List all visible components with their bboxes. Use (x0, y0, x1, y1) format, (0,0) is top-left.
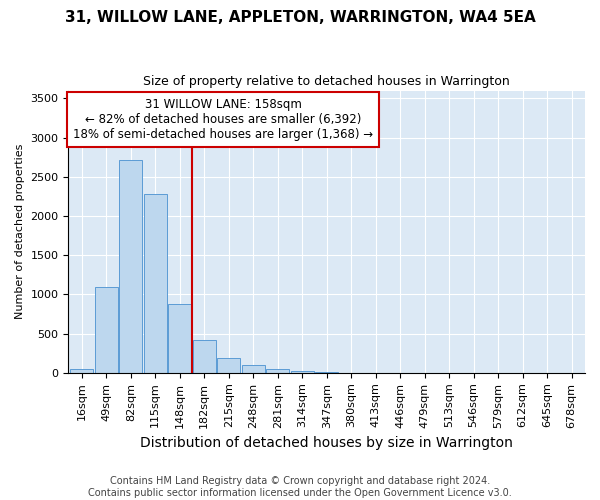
Bar (217, 358, 241, 373)
Title: Size of property relative to detached houses in Warrington: Size of property relative to detached ho… (143, 75, 510, 88)
Bar (290, 371, 314, 373)
Bar (70, 369, 94, 373)
Y-axis label: Number of detached properties: Number of detached properties (15, 144, 25, 320)
Bar (242, 366, 265, 373)
Bar (95, 286, 118, 373)
Bar (119, 160, 142, 373)
Text: 31 WILLOW LANE: 158sqm
← 82% of detached houses are smaller (6,392)
18% of semi-: 31 WILLOW LANE: 158sqm ← 82% of detached… (73, 98, 373, 140)
Text: 31, WILLOW LANE, APPLETON, WARRINGTON, WA4 5EA: 31, WILLOW LANE, APPLETON, WARRINGTON, W… (65, 10, 535, 25)
Bar (266, 369, 289, 373)
Bar (193, 340, 216, 373)
Text: Contains HM Land Registry data © Crown copyright and database right 2024.
Contai: Contains HM Land Registry data © Crown c… (88, 476, 512, 498)
Bar (168, 304, 191, 373)
X-axis label: Distribution of detached houses by size in Warrington: Distribution of detached houses by size … (140, 436, 513, 450)
Bar (143, 194, 167, 373)
